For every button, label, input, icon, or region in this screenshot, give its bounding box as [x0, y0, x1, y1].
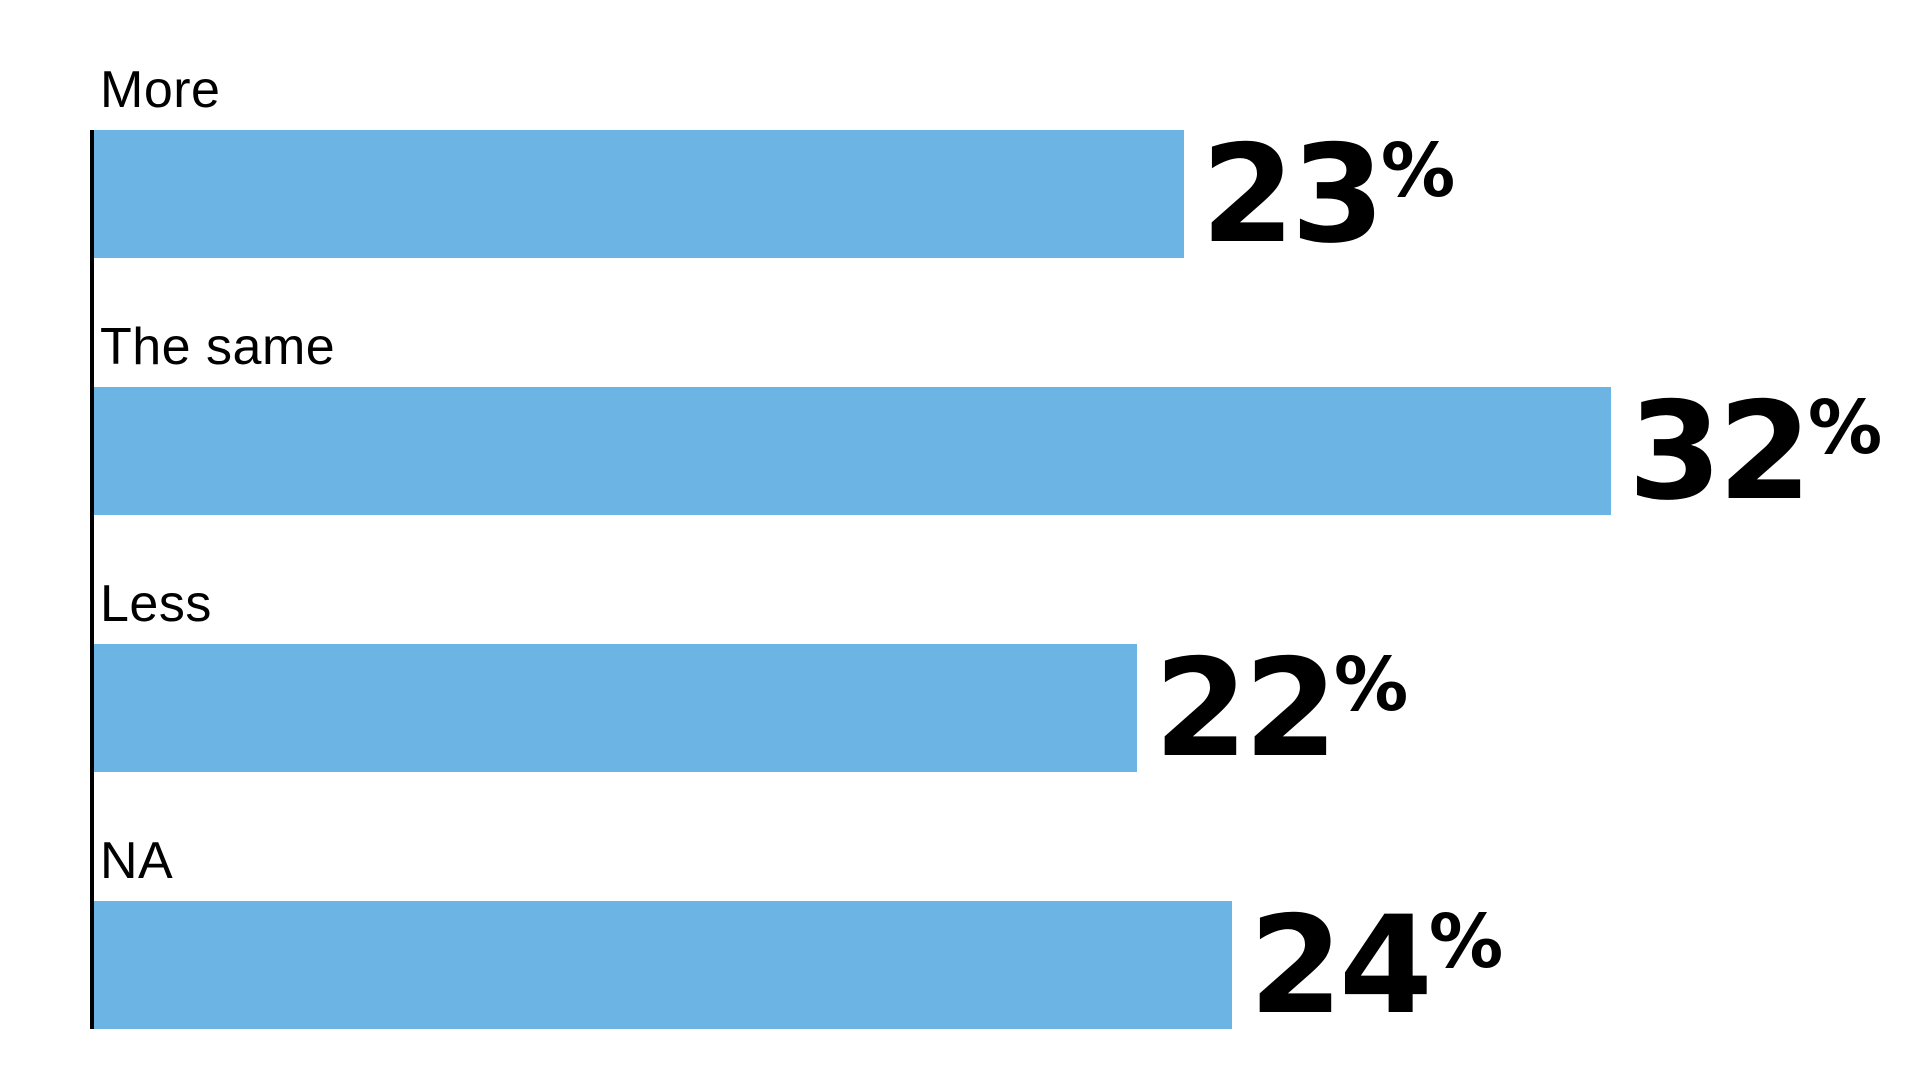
value-number: 24: [1249, 886, 1433, 1044]
bar-na: [94, 901, 1232, 1029]
value-label: 23%: [1201, 127, 1455, 262]
value-label: 32%: [1628, 384, 1882, 519]
value-number: 32: [1628, 372, 1812, 530]
percent-sign: %: [1428, 897, 1504, 985]
category-label: Less: [100, 575, 212, 633]
percent-sign: %: [1380, 126, 1456, 214]
category-label: More: [100, 61, 221, 119]
bar-less: [94, 644, 1137, 772]
y-axis-line: [90, 130, 94, 1029]
bar-chart: More 23% The same 32% Less 22% NA 24%: [90, 0, 1920, 1033]
bar-more: [94, 130, 1184, 258]
category-label: NA: [100, 832, 174, 890]
percent-sign: %: [1333, 640, 1409, 728]
value-label: 22%: [1154, 641, 1408, 776]
value-label: 24%: [1249, 898, 1503, 1033]
category-label: The same: [100, 318, 336, 376]
bar-row-more: More 23%: [90, 61, 1920, 262]
bar-row-na: NA 24%: [90, 832, 1920, 1033]
percent-sign: %: [1807, 383, 1883, 471]
bar-row-the-same: The same 32%: [90, 318, 1920, 519]
value-number: 23: [1201, 115, 1385, 273]
bar-the-same: [94, 387, 1611, 515]
value-number: 22: [1154, 629, 1338, 787]
bar-row-less: Less 22%: [90, 575, 1920, 776]
